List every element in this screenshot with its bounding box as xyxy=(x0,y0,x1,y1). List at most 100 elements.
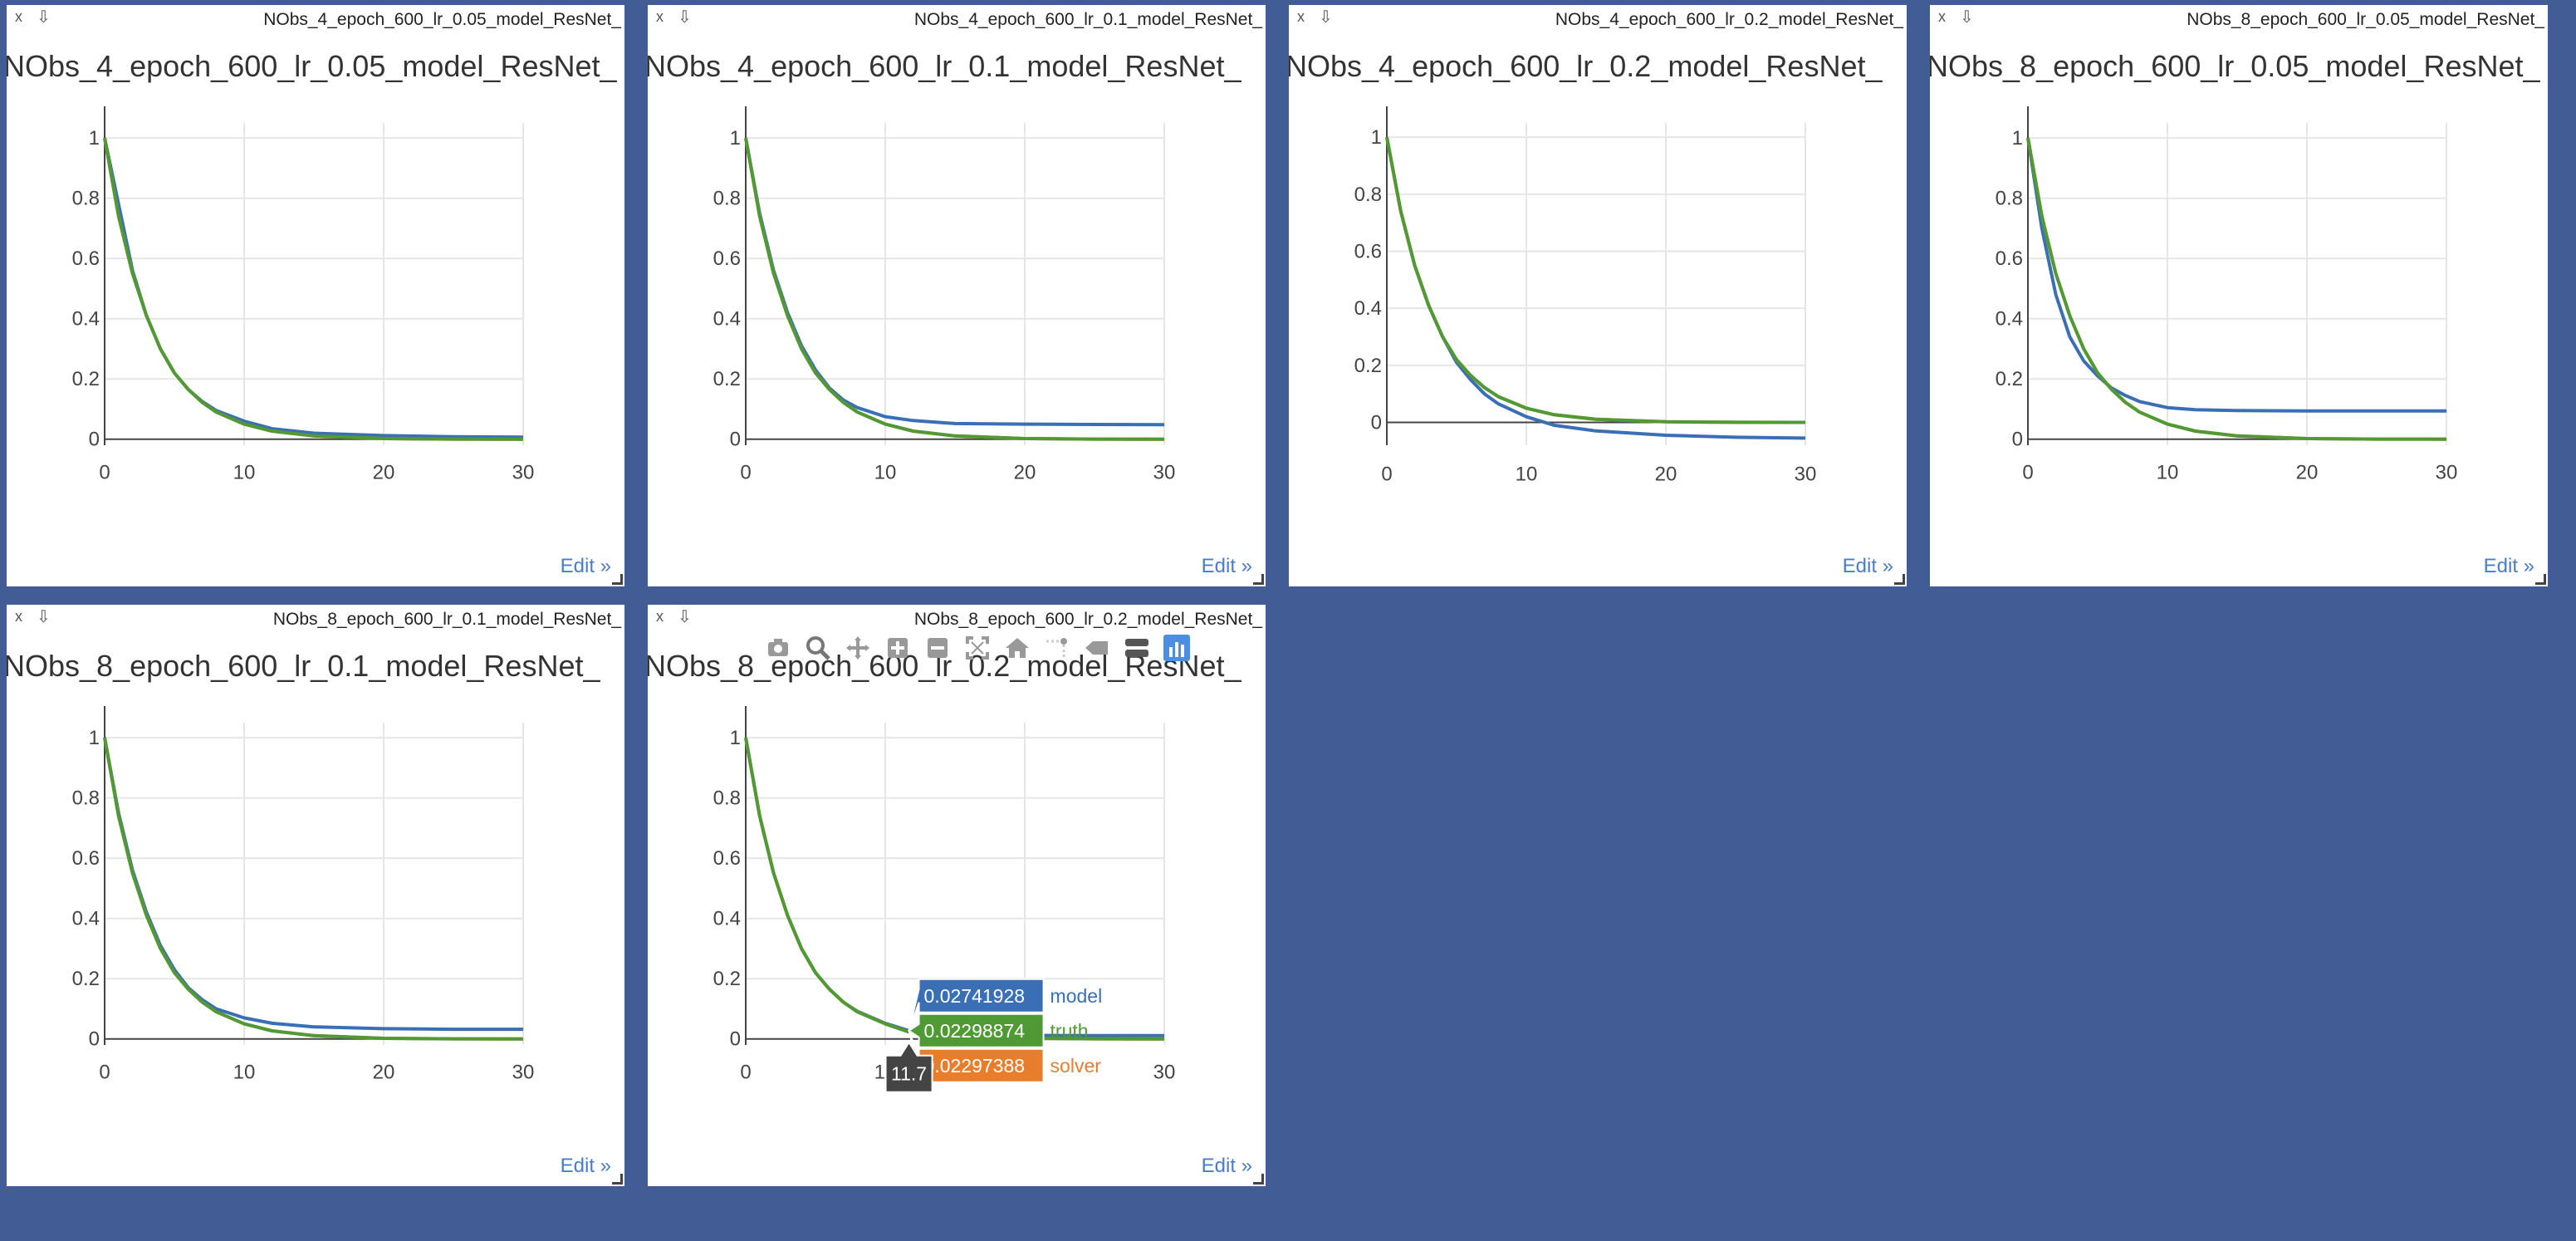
panel-name: NObs_4_epoch_600_lr_0.2_model_ResNet_ xyxy=(1555,10,1903,29)
series-line-truth[interactable] xyxy=(103,137,524,441)
x-tick-label: 0 xyxy=(99,1062,110,1084)
resize-handle[interactable] xyxy=(2535,574,2546,585)
hover-series-name: solver xyxy=(1050,1055,1102,1077)
panel-header: x ⇩ NObs_4_epoch_600_lr_0.2_model_ResNet_ xyxy=(1289,5,1907,35)
y-tick-label: 0.4 xyxy=(713,908,741,930)
line-chart[interactable]: NObs_4_epoch_600_lr_0.1_model_ResNet_0 10… xyxy=(648,35,1266,586)
panel-header: x ⇩ NObs_4_epoch_600_lr_0.05_model_ResNet_ xyxy=(7,5,624,35)
x-tick-label: 20 xyxy=(373,1062,395,1084)
chart-panel[interactable]: x ⇩ NObs_8_epoch_600_lr_0.1_model_ResNet_ N… xyxy=(7,605,624,1186)
y-tick-label: 0.8 xyxy=(72,787,100,810)
panel-name: NObs_8_epoch_600_lr_0.1_model_ResNet_ xyxy=(272,610,621,629)
hover-label-model: 0.02741928 model xyxy=(908,978,1102,1032)
series-line-solver[interactable] xyxy=(744,137,1165,441)
x-tick-label: 10 xyxy=(233,462,256,484)
panel-name: NObs_8_epoch_600_lr_0.2_model_ResNet_ xyxy=(913,610,1262,629)
close-icon[interactable]: x xyxy=(1938,8,1946,25)
y-tick-label: 0 xyxy=(730,1028,741,1051)
line-chart[interactable]: NObs_4_epoch_600_lr_0.2_model_ResNet_0 10… xyxy=(1289,35,1907,586)
x-tick-label: 0 xyxy=(99,462,110,484)
series-line-model[interactable] xyxy=(2026,137,2446,413)
y-tick-label: 0.2 xyxy=(713,368,741,390)
plotly-logo-icon[interactable] xyxy=(1163,634,1191,662)
edit-link[interactable]: Edit » xyxy=(1842,555,1893,577)
y-tick-label: 0.6 xyxy=(72,847,100,870)
y-tick-label: 0 xyxy=(2012,429,2023,451)
x-tick-label: 20 xyxy=(1014,462,1036,484)
chart-panel[interactable]: x ⇩ NObs_4_epoch_600_lr_0.1_model_ResNet_ N… xyxy=(648,5,1266,586)
chart-title: NObs_8_epoch_600_lr_0.05_model_ResNet_ xyxy=(1930,49,2540,83)
edit-link[interactable]: Edit » xyxy=(1201,1155,1252,1177)
x-tick-label: 30 xyxy=(2436,462,2458,484)
series-line-truth[interactable] xyxy=(744,137,1165,441)
popout-icon[interactable]: ⇩ xyxy=(37,8,51,27)
resize-handle[interactable] xyxy=(612,1174,623,1185)
popout-icon[interactable]: ⇩ xyxy=(1319,8,1333,27)
x-tick-label: 10 xyxy=(233,1062,256,1084)
camera-icon[interactable] xyxy=(764,634,792,662)
y-tick-label: 0 xyxy=(89,429,100,451)
popout-icon[interactable]: ⇩ xyxy=(1960,8,1974,27)
resize-handle[interactable] xyxy=(1894,574,1905,585)
close-icon[interactable]: x xyxy=(15,608,22,625)
resize-handle[interactable] xyxy=(1253,1174,1264,1185)
chart-panel[interactable]: x ⇩ NObs_8_epoch_600_lr_0.2_model_ResNet_ N… xyxy=(648,605,1266,1186)
series-line-model[interactable] xyxy=(1385,136,1806,440)
edit-link[interactable]: Edit » xyxy=(2483,555,2534,577)
panel-name: NObs_4_epoch_600_lr_0.05_model_ResNet_ xyxy=(263,10,621,29)
close-icon[interactable]: x xyxy=(15,8,22,25)
chart-panel[interactable]: x ⇩ NObs_4_epoch_600_lr_0.05_model_ResNet_… xyxy=(7,5,624,586)
line-chart[interactable]: NObs_8_epoch_600_lr_0.1_model_ResNet_0 10… xyxy=(7,635,624,1186)
popout-icon[interactable]: ⇩ xyxy=(37,608,51,626)
panel-header: x ⇩ NObs_4_epoch_600_lr_0.1_model_ResNet_ xyxy=(648,5,1266,35)
popout-icon[interactable]: ⇩ xyxy=(678,8,692,27)
autoscale-icon[interactable] xyxy=(963,634,992,662)
y-tick-label: 0.8 xyxy=(72,188,100,210)
close-icon[interactable]: x xyxy=(656,608,664,625)
y-tick-label: 0.8 xyxy=(713,787,741,810)
resize-handle[interactable] xyxy=(1253,574,1264,585)
y-tick-label: 0.2 xyxy=(1354,355,1382,377)
home-icon[interactable] xyxy=(1003,634,1031,662)
panel-name: NObs_8_epoch_600_lr_0.05_model_ResNet_ xyxy=(2187,10,2544,29)
pan-icon[interactable] xyxy=(844,634,872,662)
zoom-icon[interactable] xyxy=(804,634,832,662)
chart-panel[interactable]: x ⇩ NObs_8_epoch_600_lr_0.05_model_ResNet_… xyxy=(1930,5,2548,586)
series-line-model[interactable] xyxy=(103,737,523,1032)
hover-closest-icon[interactable] xyxy=(1083,634,1111,662)
series-line-solver[interactable] xyxy=(103,137,524,441)
series-line-solver[interactable] xyxy=(2026,137,2447,441)
line-chart[interactable]: NObs_8_epoch_600_lr_0.2_model_ResNet_010… xyxy=(648,635,1266,1186)
spike-lines-icon[interactable] xyxy=(1043,634,1071,662)
x-tick-label: 20 xyxy=(1655,464,1677,486)
x-tick-label: 30 xyxy=(1795,464,1817,486)
series-line-model[interactable] xyxy=(744,137,1165,427)
line-chart[interactable]: NObs_8_epoch_600_lr_0.05_model_ResNet_ 0 1… xyxy=(1930,35,2548,586)
y-tick-label: 0.2 xyxy=(72,968,100,990)
series-line-solver[interactable] xyxy=(1385,136,1806,424)
series-line-truth[interactable] xyxy=(103,737,524,1041)
series-line-truth[interactable] xyxy=(2026,137,2447,441)
popout-icon[interactable]: ⇩ xyxy=(678,608,692,626)
chart-panel[interactable]: x ⇩ NObs_4_epoch_600_lr_0.2_model_ResNet_ N… xyxy=(1289,5,1907,586)
resize-handle[interactable] xyxy=(612,574,623,585)
line-chart[interactable]: NObs_4_epoch_600_lr_0.05_model_ResNet_ 0 1… xyxy=(7,35,624,586)
hover-compare-icon[interactable] xyxy=(1123,634,1151,662)
zoom-out-icon[interactable] xyxy=(923,634,952,662)
y-tick-label: 0.2 xyxy=(1996,368,2023,390)
y-tick-label: 0.4 xyxy=(1996,308,2023,331)
hover-x-value: 11.7 xyxy=(891,1063,927,1085)
edit-link[interactable]: Edit » xyxy=(560,555,611,577)
close-icon[interactable]: x xyxy=(656,8,664,25)
chart-title: NObs_4_epoch_600_lr_0.05_model_ResNet_ xyxy=(7,49,617,83)
zoom-in-icon[interactable] xyxy=(884,634,912,662)
series-line-model[interactable] xyxy=(103,137,524,439)
edit-link[interactable]: Edit » xyxy=(560,1155,611,1177)
chart-title: NObs_4_epoch_600_lr_0.2_model_ResNet_ xyxy=(1289,49,1883,83)
series-line-truth[interactable] xyxy=(1385,136,1806,424)
edit-link[interactable]: Edit » xyxy=(1201,555,1252,577)
y-tick-label: 0.6 xyxy=(713,847,741,870)
close-icon[interactable]: x xyxy=(1297,8,1305,25)
y-tick-label: 0 xyxy=(1371,412,1382,434)
series-line-solver[interactable] xyxy=(103,737,524,1041)
